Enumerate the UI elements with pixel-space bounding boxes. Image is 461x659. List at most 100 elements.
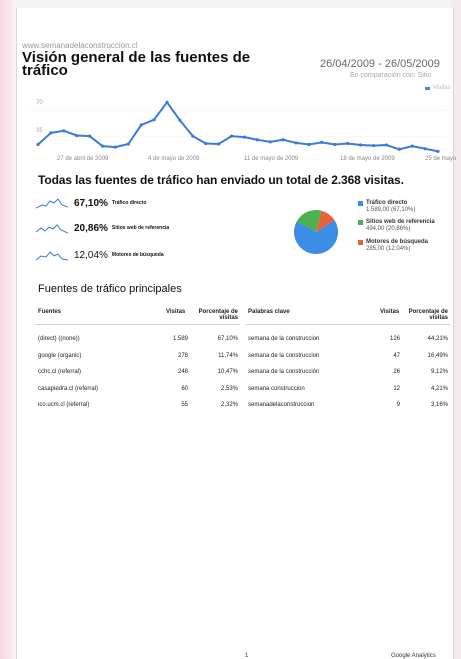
trend-legend-label: Visitas: [433, 85, 451, 91]
trend-point: [204, 141, 208, 146]
trend-point: [178, 118, 182, 122]
sparkline-icon: [36, 198, 68, 209]
table-cell-kw_pct: 3,16%: [430, 402, 448, 408]
trend-point: [36, 142, 40, 147]
trend-y-tick: 35: [36, 128, 43, 134]
trend-point: [333, 142, 337, 147]
trend-y-tick: 70: [36, 100, 43, 106]
sparkline-icon: [36, 224, 68, 234]
table-cell-visits: 278: [177, 352, 188, 359]
legend-swatch: [358, 220, 363, 225]
trend-point: [346, 141, 350, 146]
trend-x-tick: 11 de mayo de 2009: [244, 156, 299, 162]
trend-point: [113, 145, 118, 149]
source-referral-row: 20,86% Sitios web de referencia: [36, 221, 169, 235]
trend-point: [62, 129, 66, 133]
trend-point: [268, 140, 272, 144]
table-cell-source: google (organic): [38, 352, 82, 359]
page-number: 1: [245, 653, 249, 659]
table-cell-source: (direct) ((none)): [38, 336, 80, 342]
background-left-edge: [0, 0, 14, 659]
trend-point: [100, 144, 105, 148]
trend-point: [320, 140, 324, 144]
trend-point: [126, 142, 130, 146]
background-right-edge: [451, 0, 461, 659]
table-cell-kw_visits: 47: [393, 352, 400, 359]
trend-point: [191, 134, 195, 138]
table-cell-visits: 248: [177, 369, 188, 375]
top-sources-title: Fuentes de tráfico principales: [38, 283, 182, 295]
table-header-rule: [36, 324, 240, 325]
source-label: Tráfico directo: [111, 200, 147, 206]
date-range: 26/04/2009 - 26/05/2009: [320, 58, 440, 70]
trend-legend-swatch: [425, 87, 430, 90]
trend-point: [281, 138, 285, 142]
trend-point: [165, 100, 169, 104]
table-cell-pct: 10,47%: [217, 369, 238, 375]
col-header-kw-visits: Visitas: [380, 309, 400, 315]
pie-slice: [296, 210, 322, 232]
footer-brand: Google Analytics: [391, 653, 436, 659]
site-url: www.semanadelaconstruccion.cl: [22, 41, 138, 50]
pie-slice: [294, 220, 338, 254]
trend-point: [49, 131, 53, 135]
table-cell-pct: 2,32%: [220, 402, 238, 408]
legend-name: Tráfico directo: [366, 200, 408, 206]
table-cell-visits: 60: [181, 385, 188, 392]
legend-swatch: [358, 240, 363, 245]
trend-point: [139, 123, 143, 127]
trend-point: [371, 143, 376, 148]
table-cell-kw_visits: 26: [393, 369, 400, 375]
source-label: Sitios web de referencia: [111, 225, 170, 231]
source-percentage: 67,10%: [74, 197, 108, 209]
trend-point: [242, 135, 247, 139]
visits-trend-chart: [30, 100, 446, 153]
col-header-kw-pct: Porcentaje de visitas: [408, 309, 448, 321]
table-cell-kw_visits: 12: [393, 385, 400, 392]
table-cell-pct: 11,74%: [218, 352, 238, 359]
trend-point: [294, 141, 298, 145]
comparison-note: En comparación con: Sitio: [350, 72, 432, 79]
table-cell-visits: 1.589: [172, 336, 188, 342]
source-label: Motores de búsqueda: [111, 252, 164, 258]
trend-point: [255, 138, 259, 142]
table-cell-pct: 67,10%: [217, 336, 238, 342]
legend-value: 494,00 (20,86%): [366, 226, 411, 232]
table-cell-keyword: semana de la construccion: [248, 352, 320, 359]
table-cell-keyword: semana de la construccion: [248, 336, 320, 342]
source-percentage: 12,04%: [74, 249, 108, 261]
table-cell-kw_pct: 16,49%: [427, 352, 448, 359]
table-cell-pct: 2,53%: [220, 385, 238, 392]
source-percentage: 20,86%: [74, 222, 108, 234]
trend-point: [217, 142, 221, 146]
trend-point: [358, 143, 363, 147]
table-cell-keyword: semana construccion: [248, 385, 305, 392]
legend-swatch: [358, 201, 363, 206]
source-direct-row: 67,10% Tráfico directo: [36, 196, 146, 210]
legend-name: Sitios web de referencia: [366, 219, 435, 225]
trend-point: [229, 134, 234, 138]
trend-point: [410, 144, 414, 148]
trend-point: [152, 118, 156, 122]
table-cell-visits: 55: [181, 402, 188, 408]
sparkline-icon: [36, 251, 68, 261]
trend-point: [423, 147, 427, 151]
legend-value: 1.589,00 (67,10%): [366, 207, 416, 213]
page-title: Visión general de las fuentes de tráfico: [22, 49, 251, 79]
trend-series-line: [37, 100, 439, 153]
col-header-keywords: Palabras clave: [248, 309, 290, 315]
trend-x-tick: 27 de abril de 2009: [57, 156, 109, 162]
trend-x-tick: 4 de mayo de 2009: [148, 156, 200, 162]
trend-point: [384, 143, 388, 147]
source-search-row: 12,04% Motores de búsqueda: [36, 248, 164, 262]
table-cell-source: casapiedra.cl (referral): [38, 385, 99, 392]
trend-point: [436, 149, 440, 153]
legend-name: Motores de búsqueda: [366, 239, 429, 245]
table-cell-kw_visits: 9: [396, 402, 400, 408]
table-cell-source: ico.ucm.cl (referral): [38, 402, 90, 408]
table-header-rule: [246, 324, 450, 325]
legend-value: 285,00 (12,04%): [366, 246, 411, 252]
col-header-visits: Visitas: [166, 309, 186, 315]
trend-x-tick: 25 de mayo: [425, 156, 457, 162]
